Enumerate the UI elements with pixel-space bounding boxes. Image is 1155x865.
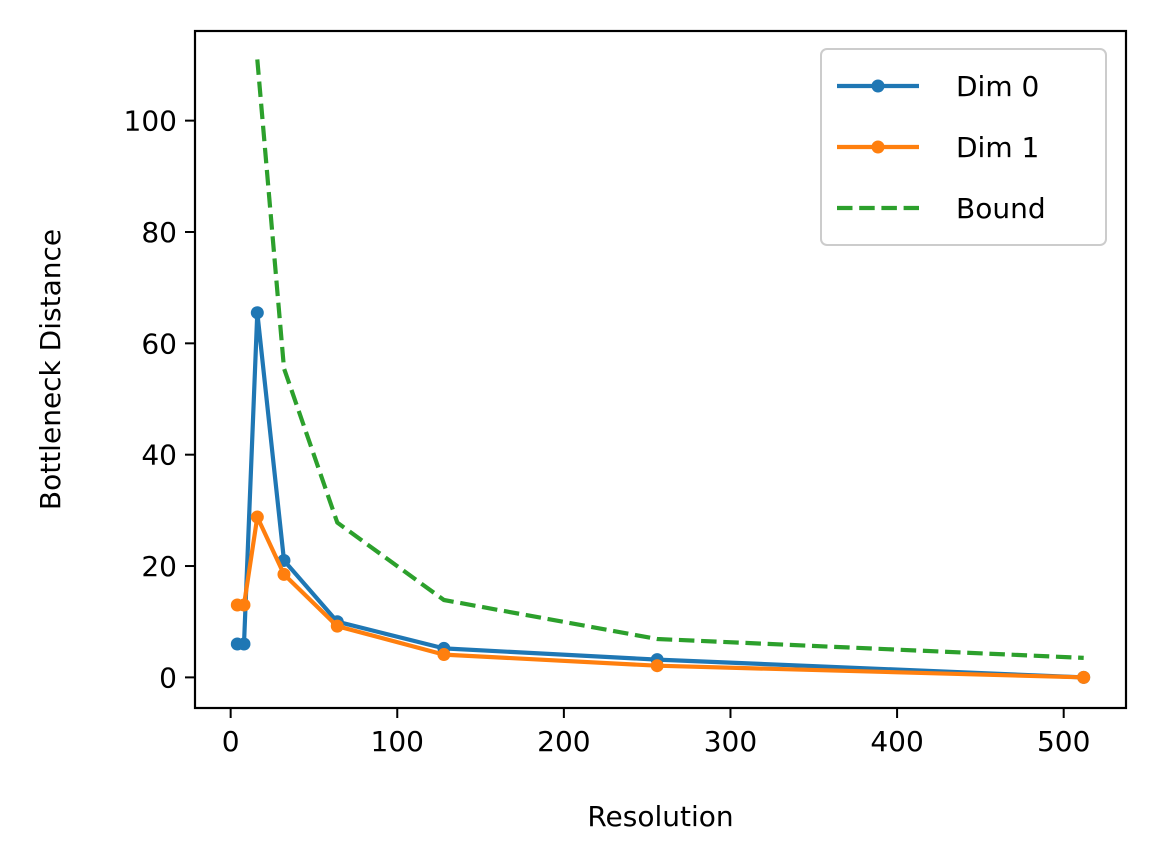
plot-frame [193,29,1128,710]
series-line [235,310,1086,680]
legend-box [820,48,1107,246]
y-tick-label: 40 [141,439,177,472]
series-line [255,59,1084,660]
y-axis-label: Bottleneck Distance [34,229,67,510]
x-tick-label: 500 [1037,725,1090,758]
y-tick-label: 80 [141,216,177,249]
x-axis-ticks: 0 100 200 300 400 500 [222,708,1090,758]
y-tick-label: 20 [141,550,177,583]
legend-label: Bound [956,192,1046,225]
legend-marker [871,79,885,93]
x-tick-label: 0 [222,725,240,758]
y-tick-label: 60 [141,327,177,360]
legend-label: Dim 1 [956,131,1039,164]
legend-label: Dim 0 [956,70,1039,103]
series-layer [230,59,1091,684]
series-line [235,514,1086,680]
data-point [1077,670,1091,684]
y-tick-label: 0 [159,661,177,694]
legend-item: Dim 0 [837,70,1039,103]
data-point [250,306,264,320]
x-axis-label: Resolution [587,800,733,833]
legend: Dim 0 Dim 1 Bound [820,48,1107,246]
legend-item: Dim 1 [837,131,1039,164]
x-tick-label: 400 [870,725,923,758]
data-point [277,567,291,581]
series-dim-0 [230,306,1091,684]
x-tick-label: 100 [371,725,424,758]
legend-item: Bound [837,192,1046,225]
data-point [250,510,264,524]
x-tick-label: 300 [704,725,757,758]
x-tick-label: 200 [537,725,590,758]
y-tick-label: 100 [124,105,177,138]
series-bound [255,59,1084,660]
data-point [650,659,664,673]
legend-marker [871,140,885,154]
data-point [330,619,344,633]
y-axis-ticks: 0 20 40 60 80 100 [124,105,195,694]
data-point [237,598,251,612]
data-point [237,637,251,651]
data-point [437,648,451,662]
series-dim-1 [230,510,1091,684]
